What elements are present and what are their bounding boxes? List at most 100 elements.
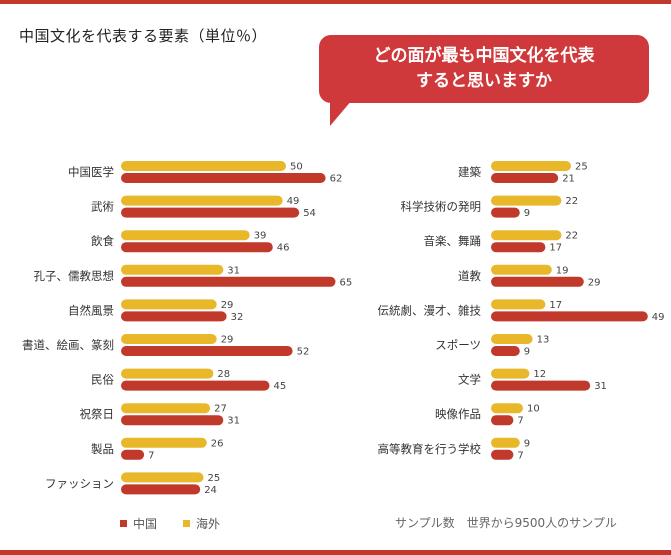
category-label: 科学技術の発明	[401, 200, 482, 214]
value-label-overseas: 29	[221, 300, 234, 311]
value-label-china: 7	[148, 450, 154, 461]
bar-china	[121, 173, 326, 183]
value-label-overseas: 19	[556, 265, 569, 276]
category-label: 道教	[458, 269, 481, 283]
value-label-china: 24	[204, 485, 217, 496]
category-label: 民俗	[91, 373, 114, 387]
value-label-china: 7	[517, 450, 523, 461]
bar-china	[491, 380, 591, 391]
category-label: 飲食	[91, 234, 114, 248]
value-label-overseas: 22	[565, 231, 578, 242]
bar-china	[121, 484, 201, 495]
value-label-china: 31	[594, 381, 607, 392]
legend-swatch-china	[120, 520, 127, 527]
bar-china	[121, 415, 224, 426]
value-label-china: 29	[588, 277, 601, 288]
value-label-overseas: 22	[565, 196, 578, 207]
value-label-china: 21	[562, 174, 575, 185]
bar-china	[121, 346, 293, 356]
bar-overseas	[491, 334, 533, 344]
bar-overseas	[491, 403, 523, 414]
bar-china	[491, 415, 514, 426]
value-label-overseas: 27	[214, 404, 227, 415]
bar-china	[491, 276, 584, 287]
legend-swatch-overseas	[183, 520, 191, 527]
value-label-overseas: 12	[533, 369, 546, 380]
bar-china	[121, 276, 336, 287]
question-bubble: どの面が最も中国文化を代表 すると思いますか	[319, 35, 649, 103]
bar-overseas	[121, 368, 214, 379]
bubble-tail	[330, 100, 352, 126]
category-label: 伝統劇、漫才、雑技	[378, 303, 482, 317]
legend: 中国 海外	[120, 515, 220, 532]
bar-overseas	[491, 299, 546, 310]
value-label-overseas: 9	[524, 438, 530, 449]
bubble-line-2: すると思いますか	[416, 71, 552, 91]
category-label: 音楽、舞踊	[424, 234, 482, 248]
category-label: 製品	[91, 442, 114, 456]
bar-overseas	[491, 368, 530, 379]
value-label-china: 17	[549, 243, 562, 254]
category-label: 映像作品	[435, 407, 481, 421]
value-label-overseas: 29	[221, 335, 234, 346]
value-label-china: 32	[231, 312, 244, 323]
value-label-overseas: 39	[254, 231, 267, 242]
value-label-china: 9	[524, 208, 530, 219]
bar-overseas	[491, 230, 562, 241]
bar-china	[491, 207, 520, 218]
category-label: 中国医学	[68, 165, 114, 179]
category-label: 祝祭日	[80, 407, 115, 421]
value-label-china: 7	[517, 416, 523, 427]
bar-china	[491, 242, 546, 253]
bar-china	[491, 311, 648, 322]
bottom-rule	[0, 550, 671, 555]
value-label-china: 62	[330, 174, 343, 185]
value-label-overseas: 26	[211, 438, 224, 449]
category-label: 文学	[458, 373, 481, 387]
value-label-china: 46	[277, 243, 290, 254]
chart-title: 中国文化を代表する要素（単位％）	[19, 27, 268, 45]
value-label-china: 52	[297, 347, 310, 358]
category-label: スポーツ	[435, 338, 481, 352]
category-label: 自然風景	[68, 303, 114, 317]
bar-china	[491, 346, 520, 356]
category-label: ファッション	[45, 476, 114, 490]
value-label-overseas: 13	[537, 335, 550, 346]
value-label-overseas: 25	[575, 162, 588, 173]
bar-overseas	[121, 472, 204, 483]
value-label-overseas: 50	[290, 162, 303, 173]
value-label-overseas: 49	[287, 196, 300, 207]
bar-overseas	[121, 264, 224, 275]
bar-china	[491, 173, 559, 183]
bar-china	[491, 449, 514, 460]
bar-overseas	[491, 195, 562, 206]
category-label: 書道、絵画、篆刻	[22, 338, 114, 352]
bar-overseas	[121, 437, 207, 448]
value-label-china: 45	[274, 381, 287, 392]
value-label-china: 65	[340, 277, 353, 288]
category-label: 建築	[458, 165, 481, 179]
bar-china	[121, 449, 145, 460]
top-rule	[0, 0, 671, 4]
bar-overseas	[121, 230, 250, 241]
value-label-overseas: 17	[549, 300, 562, 311]
value-label-china: 9	[524, 347, 530, 358]
bar-overseas	[121, 403, 211, 414]
bar-china	[121, 207, 300, 218]
value-label-overseas: 28	[217, 369, 230, 380]
bar-overseas	[491, 264, 552, 275]
value-label-overseas: 31	[227, 265, 240, 276]
value-label-china: 54	[303, 208, 316, 219]
bar-overseas	[121, 299, 217, 310]
bar-overseas	[491, 161, 571, 171]
bar-overseas	[121, 195, 283, 206]
bar-china	[121, 311, 227, 322]
value-label-china: 31	[227, 416, 240, 427]
category-label: 武術	[91, 200, 114, 214]
bar-overseas	[121, 161, 286, 171]
category-label: 孔子、儒教思想	[34, 269, 115, 283]
value-label-china: 49	[652, 312, 665, 323]
category-label: 高等教育を行う学校	[378, 442, 482, 456]
value-label-overseas: 25	[208, 473, 221, 484]
